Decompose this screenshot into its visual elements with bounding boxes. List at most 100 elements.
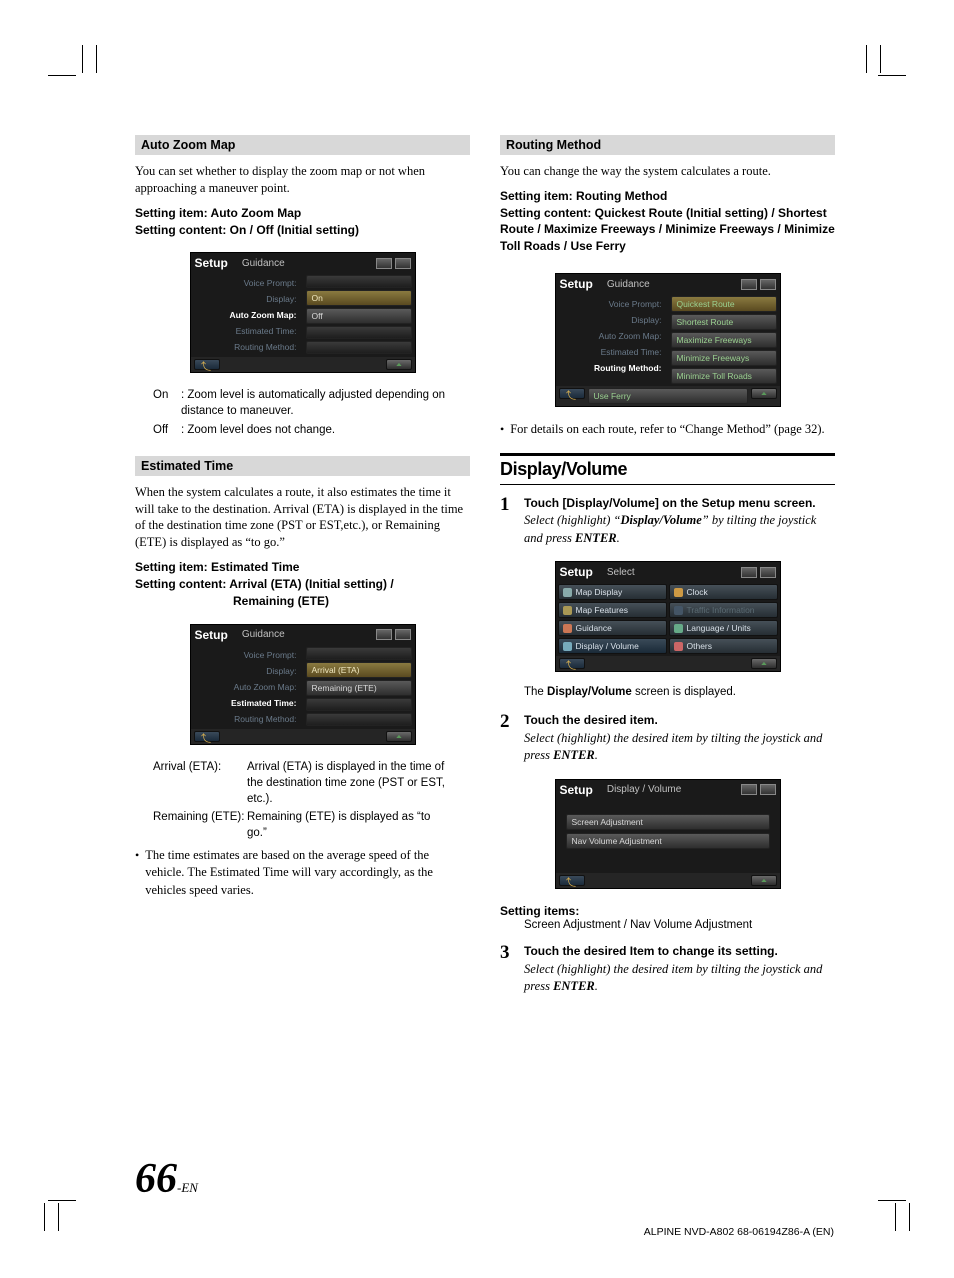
ss-icon — [395, 258, 411, 269]
crop-mark — [895, 1203, 896, 1231]
ss-option: On — [306, 290, 412, 306]
step-num: 2 — [500, 712, 516, 765]
menu-icon — [674, 606, 683, 615]
def-body: : Zoom level does not change. — [181, 422, 452, 438]
ss-option: Remaining (ETE) — [306, 680, 412, 696]
crop-mark — [48, 75, 76, 76]
step-2: 2 Touch the desired item. Select (highli… — [500, 712, 835, 765]
ss-icon — [760, 279, 776, 290]
ss-row: Auto Zoom Map: — [560, 328, 664, 344]
ss-fwd-icon — [386, 359, 412, 370]
menu-icon — [674, 624, 683, 633]
def-term: Arrival (ETA): — [153, 759, 247, 807]
ss-option: Use Ferry — [588, 388, 748, 404]
page-content: Auto Zoom Map You can set whether to dis… — [135, 135, 835, 1006]
step-num: 3 — [500, 943, 516, 996]
bullet-et: • The time estimates are based on the av… — [135, 847, 470, 900]
ss-option-blank — [306, 275, 412, 288]
left-column: Auto Zoom Map You can set whether to dis… — [135, 135, 470, 1006]
crop-mark — [878, 1200, 906, 1201]
ss-option: Quickest Route — [671, 296, 777, 312]
menu-item: Map Features — [558, 602, 667, 618]
def-term: Off — [153, 422, 181, 438]
heading-est-time: Estimated Time — [135, 456, 470, 476]
crop-mark — [48, 1200, 76, 1201]
ss-icon — [760, 784, 776, 795]
ss-icon — [376, 258, 392, 269]
def-body: Arrival (ETA) is displayed in the time o… — [247, 759, 452, 807]
setting-items-block: Setting items: Screen Adjustment / Nav V… — [524, 903, 835, 932]
ss-row-active: Estimated Time: — [195, 695, 299, 711]
def-ete: Remaining (ETE): Remaining (ETE) is disp… — [135, 809, 470, 841]
ss-option-blank — [306, 713, 412, 726]
page-number: 66-EN — [135, 1155, 198, 1203]
ss-row: Voice Prompt: — [195, 275, 299, 291]
step-num: 1 — [500, 495, 516, 548]
dv-item: Screen Adjustment — [566, 814, 770, 830]
crop-mark — [909, 1203, 910, 1231]
crop-mark — [880, 45, 881, 73]
ss-fwd-icon — [751, 875, 777, 886]
heading-display-volume: Display/Volume — [500, 453, 835, 485]
def-off: Off : Zoom level does not change. — [135, 422, 470, 438]
def-on: On : Zoom level is automatically adjuste… — [135, 387, 470, 419]
crop-mark — [44, 1203, 45, 1231]
intro-est-time: When the system calculates a route, it a… — [135, 484, 470, 552]
step1-ital: Select (highlight) “Display/Volume” by t… — [524, 513, 816, 545]
intro-auto-zoom: You can set whether to display the zoom … — [135, 163, 470, 197]
ss-row: Routing Method: — [195, 339, 299, 355]
step3-bold: Touch the desired Item to change its set… — [524, 944, 778, 958]
ss-icon — [395, 629, 411, 640]
setting-items-label: Setting items: — [500, 903, 835, 920]
setting-item-rm: Setting item: Routing Method — [500, 188, 835, 205]
ss-back-icon — [559, 875, 585, 886]
ss-option: Maximize Freeways — [671, 332, 777, 348]
ss-back-icon — [559, 658, 585, 669]
ss-row: Display: — [195, 663, 299, 679]
setting-content-et2: Remaining (ETE) — [135, 593, 470, 610]
ss-icon — [376, 629, 392, 640]
ss-option-blank — [306, 341, 412, 354]
menu-icon — [563, 624, 572, 633]
ss-option: Arrival (ETA) — [306, 662, 412, 678]
ss-setup-label: Setup — [195, 628, 228, 642]
ss-back-icon — [194, 359, 220, 370]
menu-item: Map Display — [558, 584, 667, 600]
ss-back-icon — [194, 731, 220, 742]
crop-mark — [878, 75, 906, 76]
ss-back-icon — [559, 388, 585, 399]
setting-content-rm: Setting content: Quickest Route (Initial… — [500, 205, 835, 255]
ss-row: Estimated Time: — [195, 323, 299, 339]
ss-option: Shortest Route — [671, 314, 777, 330]
bullet-dot: • — [500, 421, 504, 439]
menu-item: Others — [669, 638, 778, 654]
ss-fwd-icon — [751, 658, 777, 669]
ss-sub-label: Guidance — [607, 279, 741, 290]
screenshot-est-time: Setup Guidance Voice Prompt: Display: Au… — [190, 624, 416, 745]
setting-content-az: Setting content: On / Off (Initial setti… — [135, 222, 470, 239]
bullet-text: The time estimates are based on the aver… — [145, 847, 470, 900]
ss-sub-label: Select — [607, 567, 741, 578]
ss-sub-label: Guidance — [242, 258, 376, 269]
heading-routing: Routing Method — [500, 135, 835, 155]
ss-fwd-icon — [751, 388, 777, 399]
ss-icon — [741, 279, 757, 290]
ss-sub-label: Guidance — [242, 629, 376, 640]
ss-option-blank — [306, 698, 412, 711]
menu-item: Guidance — [558, 620, 667, 636]
setting-content-et1: Setting content: Arrival (ETA) (Initial … — [135, 576, 470, 593]
def-body: Remaining (ETE) is displayed as “to go.” — [247, 809, 452, 841]
menu-item-hl: Display / Volume — [558, 638, 667, 654]
ss-setup-label: Setup — [560, 277, 593, 291]
ss-option: Off — [306, 308, 412, 324]
step1-text: Touch [Display/Volume] on the Setup menu… — [524, 496, 816, 510]
menu-icon — [563, 606, 572, 615]
ss-option: Minimize Freeways — [671, 350, 777, 366]
right-column: Routing Method You can change the way th… — [500, 135, 835, 1006]
setting-items-body: Screen Adjustment / Nav Volume Adjustmen… — [524, 919, 835, 931]
menu-icon — [563, 642, 572, 651]
crop-mark — [82, 45, 83, 73]
screenshot-auto-zoom: Setup Guidance Voice Prompt: Display: Au… — [190, 252, 416, 373]
def-eta: Arrival (ETA): Arrival (ETA) is displaye… — [135, 759, 470, 807]
heading-auto-zoom: Auto Zoom Map — [135, 135, 470, 155]
